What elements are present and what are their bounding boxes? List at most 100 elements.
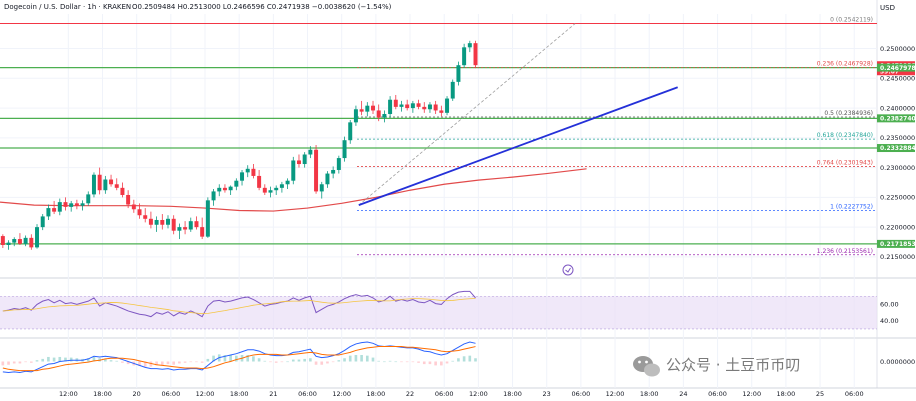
watermark-text: 公众号 · 土豆币币叨 xyxy=(666,356,800,374)
time-tick-label: 06:00 xyxy=(708,390,727,398)
macd-histogram-bar xyxy=(434,361,437,366)
macd-histogram-bar xyxy=(64,357,67,362)
macd-histogram-bar xyxy=(263,360,267,362)
time-tick-label: 18:00 xyxy=(503,390,522,398)
candle-body xyxy=(154,219,159,225)
time-tick-label: 06:00 xyxy=(435,390,454,398)
candle-body xyxy=(86,194,91,204)
candle-body xyxy=(393,99,398,107)
countdown-label: 39:07 xyxy=(880,69,899,76)
candle-body xyxy=(427,104,432,110)
candle-body xyxy=(52,208,57,212)
price-tick-label: 0.2200000 xyxy=(880,223,915,231)
price-tick-label: 0.2150000 xyxy=(880,253,915,261)
candle-body xyxy=(17,239,22,244)
candle-body xyxy=(228,186,233,191)
macd-histogram-bar xyxy=(274,361,278,363)
macd-histogram-bar xyxy=(417,361,420,363)
macd-histogram-bar xyxy=(343,358,346,362)
candle-body xyxy=(188,221,193,230)
time-tick-label: 06:00 xyxy=(298,390,317,398)
fib-level-label: 1.236 (0.2153561) xyxy=(817,248,873,255)
time-tick-label: 24 xyxy=(679,390,687,398)
time-tick-label: 06:00 xyxy=(161,390,180,398)
candle-body xyxy=(251,168,256,176)
macd-histogram-bar xyxy=(138,361,141,367)
time-tick-label: 18:00 xyxy=(777,390,796,398)
candle-body xyxy=(376,110,381,118)
candle-body xyxy=(103,179,108,191)
macd-histogram-bar xyxy=(365,355,369,362)
macd-histogram-bar xyxy=(451,360,455,362)
price-axis: 0.2500000 0.2450000 0.2400000 0.2350000 0.23… xyxy=(877,45,916,261)
candle-body xyxy=(353,109,358,123)
macd-histogram-bar xyxy=(166,361,170,365)
fib-level-label: 0.236 (0.2467928) xyxy=(817,61,873,68)
macd-histogram-bar xyxy=(405,361,409,363)
price-tick-label: 0.2400000 xyxy=(880,104,915,112)
candle-body xyxy=(74,203,79,206)
macd-histogram-bar xyxy=(377,360,381,362)
price-tick-label: 0.2250000 xyxy=(880,194,915,202)
macd-histogram-bar xyxy=(189,361,193,363)
macd-histogram-bar xyxy=(149,361,153,367)
macd-histogram-bar xyxy=(109,360,113,362)
time-tick-label: 21 xyxy=(269,390,277,398)
projection-line xyxy=(358,23,576,206)
macd-histogram-bar xyxy=(445,361,449,364)
macd-histogram-bar xyxy=(155,361,158,366)
macd-histogram-bar xyxy=(235,355,238,362)
candle-body xyxy=(57,202,62,212)
candle-body xyxy=(342,140,347,159)
candle-body xyxy=(40,216,45,228)
candle-body xyxy=(109,179,114,185)
ohlc-readout: O0.2509484 H0.2513000 L0.2466596 C0.2471… xyxy=(132,3,392,11)
candle-body xyxy=(200,227,205,237)
time-tick-label: 18:00 xyxy=(93,390,112,398)
alert-icon[interactable] xyxy=(562,264,574,276)
macd-histogram-bar xyxy=(269,361,272,363)
time-axis: 12:00 18:00 20 06:00 12:00 18:00 21 06:00 12:00 1… xyxy=(59,390,864,398)
macd-histogram-bar xyxy=(371,357,375,362)
candle-body xyxy=(319,184,324,192)
macd-histogram-bar xyxy=(229,355,232,362)
chart-overlays: 0 (0.2542119) 0.236 (0.2467928) 0.5 (0.238… xyxy=(0,16,877,256)
price-tick-label: 0.2300000 xyxy=(880,164,915,172)
fib-level-label: 1 (0.2227752) xyxy=(830,204,873,211)
macd-histogram-bar xyxy=(206,358,210,362)
candle-body xyxy=(97,174,102,191)
fib-level-label: 0.5 (0.2384936) xyxy=(824,110,873,117)
time-tick-label: 12:00 xyxy=(742,390,761,398)
macd-histogram-bar xyxy=(143,361,147,367)
macd-histogram-bar xyxy=(104,358,107,362)
chart-grid xyxy=(0,0,916,389)
macd-histogram-bar xyxy=(1,361,5,366)
moving-average-line xyxy=(0,168,587,212)
candle-body xyxy=(245,168,250,173)
wechat-icon xyxy=(633,356,660,377)
time-tick-label: 18:00 xyxy=(230,390,249,398)
price-tick-label: 0.2350000 xyxy=(880,134,915,142)
time-tick-label: 23 xyxy=(543,390,551,398)
candle-body xyxy=(46,208,51,217)
macd-histogram-bar xyxy=(303,358,306,362)
candle-body xyxy=(171,218,176,231)
price-tag-label: 0.2171853 xyxy=(880,241,916,248)
price-tag xyxy=(877,114,915,123)
candle-body xyxy=(371,105,376,111)
macd-histogram-bar xyxy=(337,360,341,362)
macd-histogram-bar xyxy=(47,356,50,362)
candle-body xyxy=(69,203,74,207)
candle-body xyxy=(450,81,455,99)
candle-body xyxy=(365,105,370,112)
price-tag xyxy=(877,239,915,248)
candlestick-series xyxy=(0,40,478,250)
candle-body xyxy=(211,191,216,201)
candle-body xyxy=(177,227,182,231)
currency-label: USD xyxy=(880,4,895,12)
candle-body xyxy=(6,242,11,245)
fib-level-label: 0.618 (0.2347840) xyxy=(817,132,873,139)
candle-body xyxy=(29,237,34,248)
macd-signal-line xyxy=(2,346,476,372)
